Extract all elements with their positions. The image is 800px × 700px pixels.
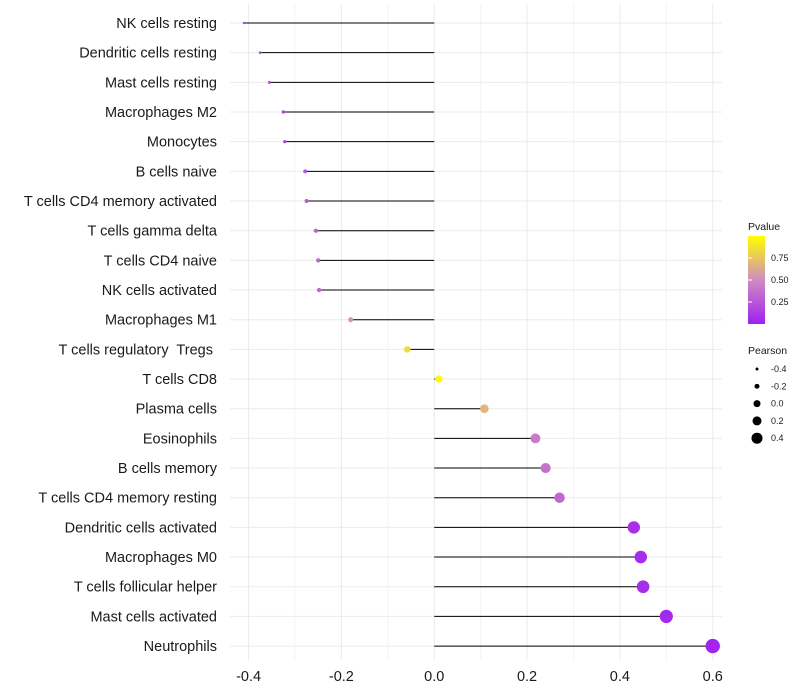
category-label: Mast cells resting <box>105 75 217 91</box>
point <box>348 317 354 323</box>
point <box>304 199 309 204</box>
point <box>530 433 541 444</box>
category-labels: NK cells resting Dendritic cells resting M… <box>24 16 218 655</box>
x-tick-label: 0.6 <box>703 669 723 685</box>
size-legend-label: -0.2 <box>771 381 787 391</box>
point <box>627 521 641 534</box>
category-label: Macrophages M0 <box>105 550 217 566</box>
colorbar-tick-label: 0.50 <box>771 275 789 285</box>
x-tick-label: -0.2 <box>329 669 354 685</box>
size-legend-label: 0.2 <box>771 416 784 426</box>
point <box>267 80 271 84</box>
category-label: Macrophages M1 <box>105 313 217 329</box>
point <box>303 169 308 174</box>
category-label: Macrophages M2 <box>105 105 217 121</box>
category-label: Eosinophils <box>143 431 217 447</box>
size-legend-label: 0.0 <box>771 399 784 409</box>
size-legend-point <box>753 400 761 408</box>
colorbar-tick-label: 0.75 <box>771 253 789 263</box>
point <box>404 346 411 353</box>
colorbar-tick-label: 0.25 <box>771 297 789 307</box>
point <box>316 258 321 263</box>
size-legend-point <box>755 367 759 371</box>
point <box>258 51 262 55</box>
category-label: Dendritic cells resting <box>79 46 217 62</box>
category-label: B cells naive <box>136 164 217 180</box>
point <box>554 492 565 503</box>
point <box>242 21 246 25</box>
x-tick-label: 0.0 <box>424 669 444 685</box>
point <box>283 139 287 144</box>
category-label: T cells CD8 <box>142 372 217 388</box>
pearson-legend-title: Pearson <box>748 345 787 357</box>
pvalue-legend-title: Pvalue <box>748 221 780 233</box>
point <box>705 638 720 654</box>
category-label: T cells regulatory Tregs <box>59 342 218 358</box>
category-label: T cells follicular helper <box>74 580 217 596</box>
size-legend-label: 0.4 <box>771 433 784 443</box>
category-label: T cells gamma delta <box>88 224 218 240</box>
size-legend-point <box>754 383 760 389</box>
category-label: Plasma cells <box>136 402 217 418</box>
category-label: B cells memory <box>118 461 218 477</box>
point <box>316 287 322 293</box>
point <box>659 609 673 624</box>
size-legend-point <box>751 432 763 444</box>
point <box>281 110 286 114</box>
size-legend-point <box>752 416 762 426</box>
category-label: Dendritic cells activated <box>65 520 217 536</box>
point <box>480 404 489 413</box>
x-tick-label: -0.4 <box>236 669 261 685</box>
points <box>242 21 720 654</box>
point <box>634 550 648 564</box>
point <box>435 375 443 383</box>
category-label: Monocytes <box>147 135 217 151</box>
x-tick-label: 0.4 <box>610 669 630 685</box>
category-label: T cells CD4 memory activated <box>24 194 217 210</box>
category-label: T cells CD4 memory resting <box>38 491 217 507</box>
size-legend-label: -0.4 <box>771 364 787 374</box>
pvalue-legend: Pvalue 0.25 0.50 0.75 <box>748 221 789 324</box>
point <box>636 580 650 594</box>
category-label: NK cells resting <box>116 16 217 32</box>
point <box>540 462 551 474</box>
grid-lines <box>230 4 722 660</box>
category-label: NK cells activated <box>102 283 217 299</box>
category-label: Neutrophils <box>144 639 217 655</box>
pearson-legend: Pearson -0.4 -0.2 0.0 0.2 0.4 <box>748 345 787 444</box>
stems <box>243 22 713 647</box>
category-label: T cells CD4 naive <box>104 253 217 269</box>
pvalue-colorbar <box>748 236 765 324</box>
x-axis-tick-labels: -0.4 -0.2 0.0 0.2 0.4 0.6 <box>236 669 723 685</box>
category-label: Mast cells activated <box>90 609 217 625</box>
x-tick-label: 0.2 <box>517 669 537 685</box>
point <box>313 228 318 233</box>
